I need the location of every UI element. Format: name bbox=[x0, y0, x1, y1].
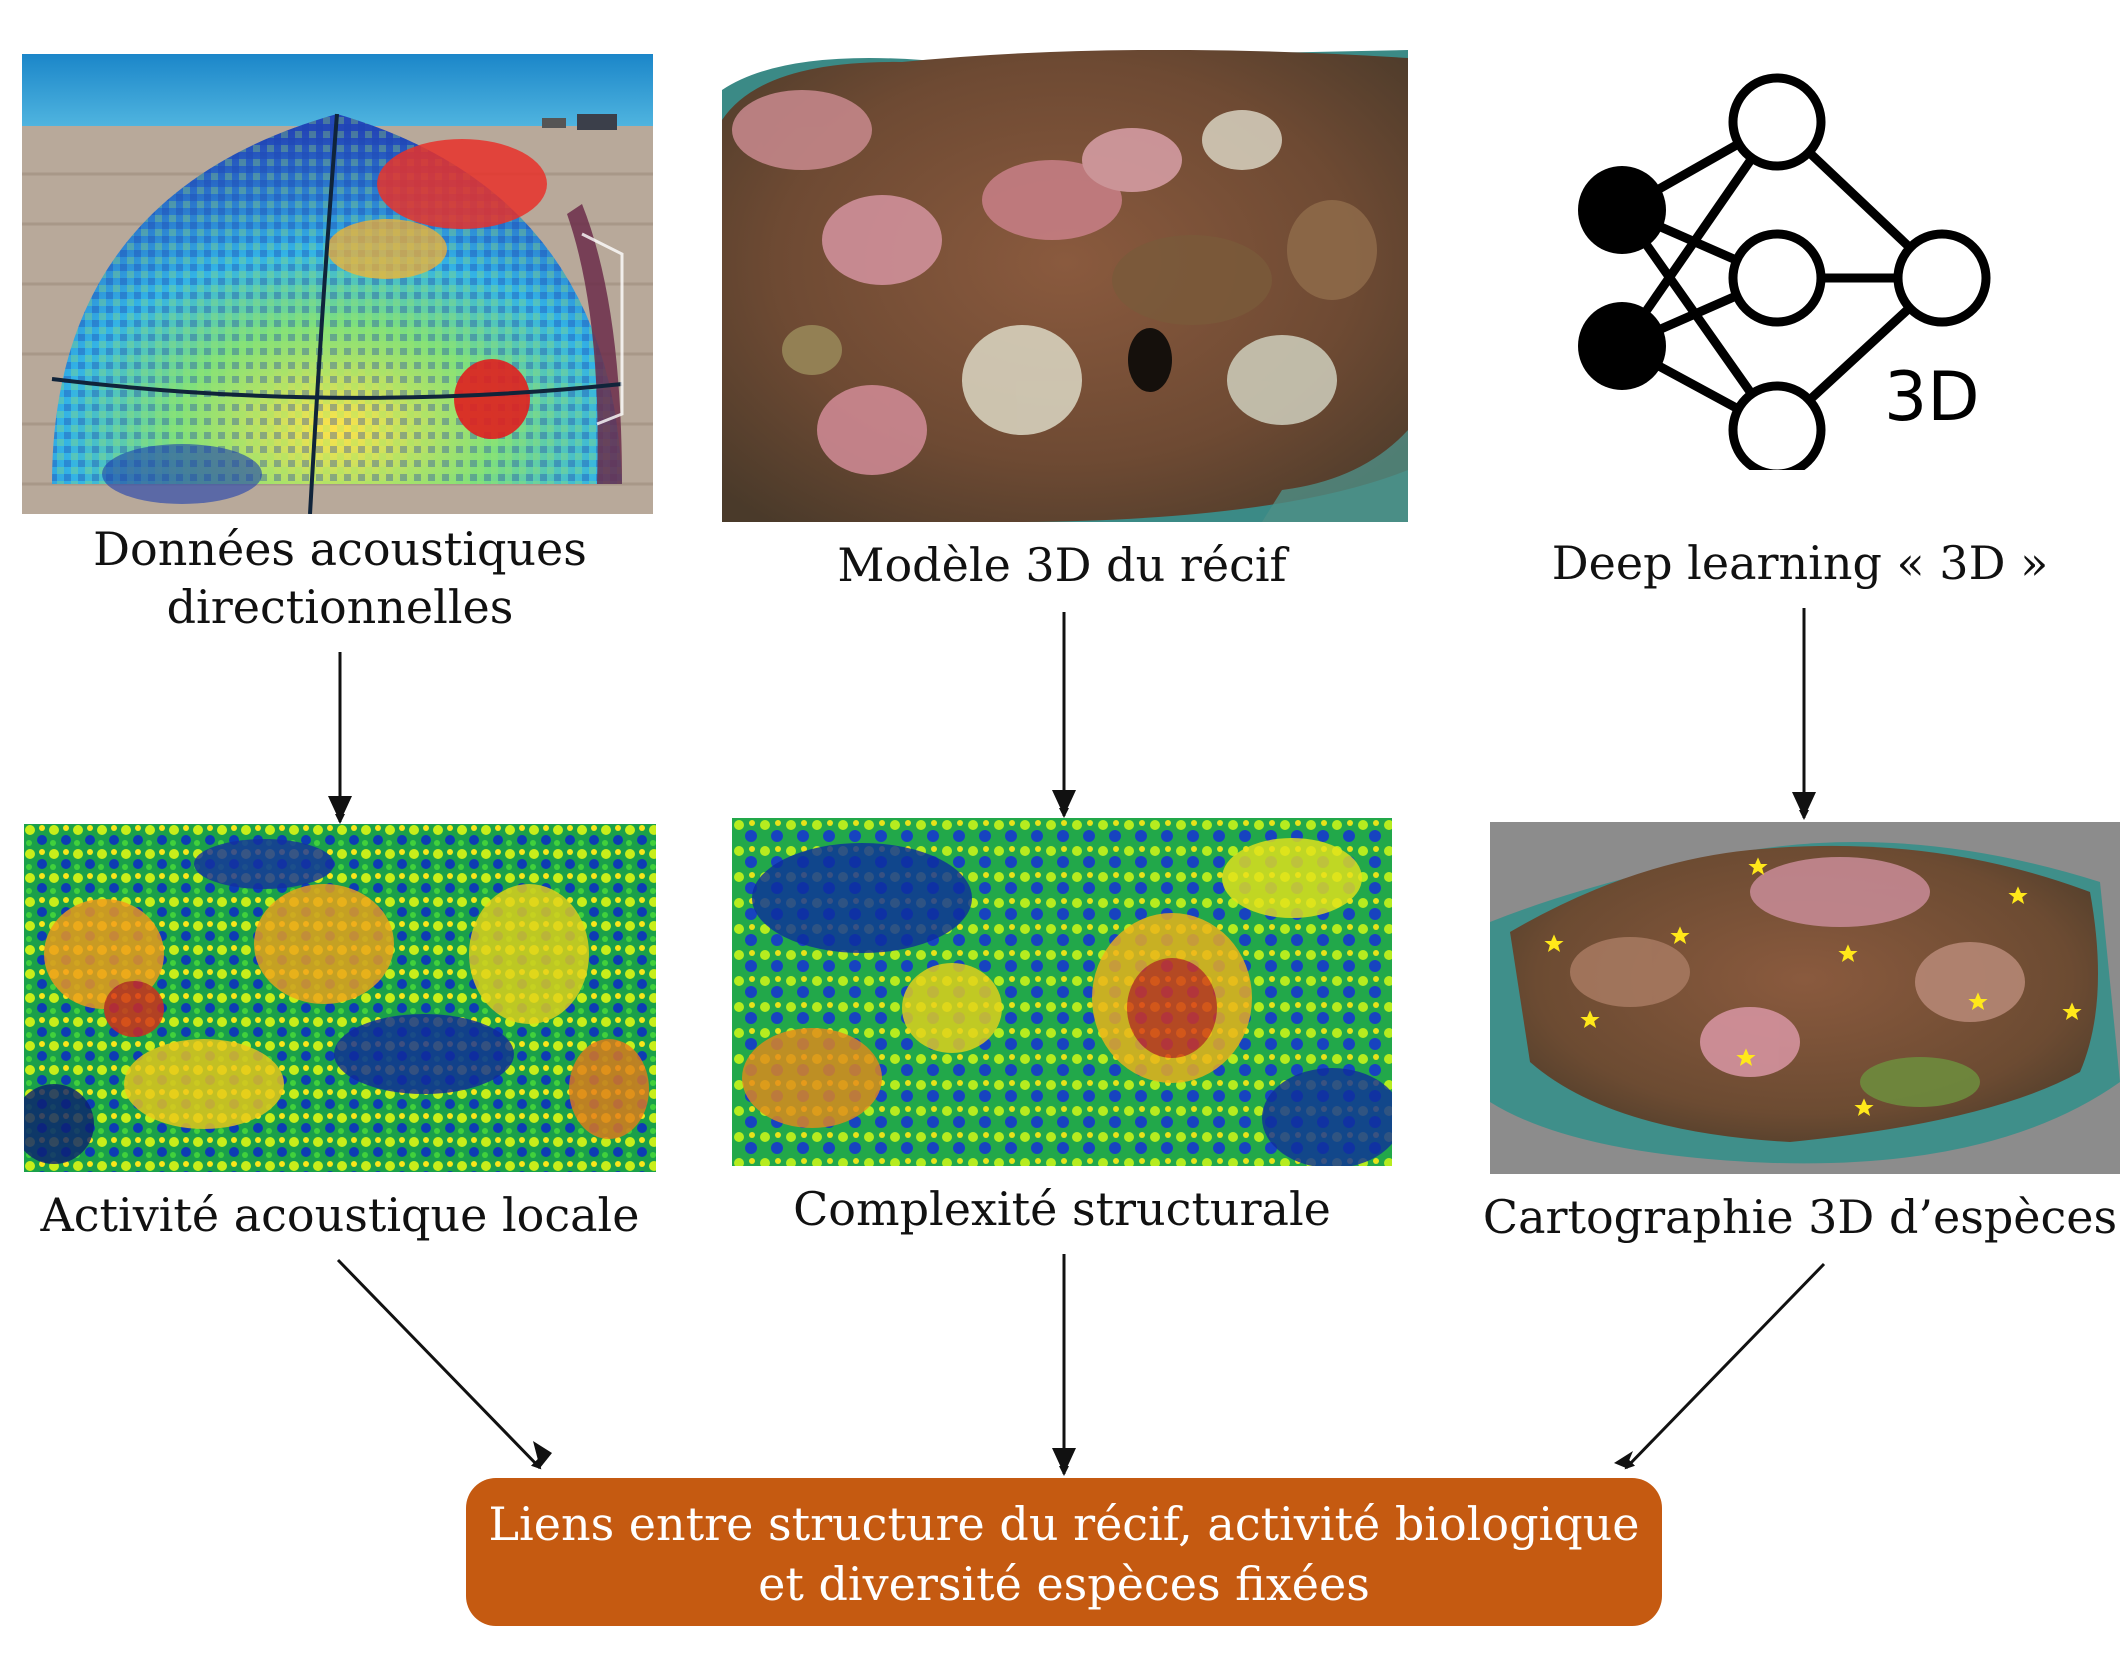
icon-3d-text: 3D bbox=[1884, 358, 1980, 437]
arrow-activity-to-result bbox=[336, 1258, 542, 1470]
label-acoustic-data-line-1: Données acoustiques bbox=[93, 522, 587, 576]
result-box: Liens entre structure du récif, activité… bbox=[466, 1478, 1662, 1626]
species-star-9 bbox=[1736, 1048, 1756, 1066]
species-star-1 bbox=[1748, 857, 1768, 875]
species-star-markers bbox=[1544, 857, 2082, 1116]
label-species-mapping: Cartographie 3D d’espèces bbox=[1480, 1188, 2120, 1246]
label-reef-3d-model: Modèle 3D du récif bbox=[762, 536, 1362, 594]
label-structural-complexity: Complexité structurale bbox=[742, 1180, 1382, 1238]
acoustic-dome-image bbox=[22, 54, 653, 514]
species-mapping-image bbox=[1490, 822, 2120, 1174]
label-species-mapping-text: Cartographie 3D d’espèces bbox=[1482, 1190, 2118, 1244]
label-acoustic-data-line-2: directionnelles bbox=[166, 580, 514, 634]
structural-complexity-image bbox=[732, 818, 1392, 1166]
species-star-10 bbox=[1854, 1098, 1874, 1116]
result-line-2: et diversité espèces fixées bbox=[758, 1557, 1370, 1611]
label-structural-complexity-text: Complexité structurale bbox=[793, 1182, 1331, 1236]
species-star-5 bbox=[1838, 944, 1858, 962]
species-star-6 bbox=[1580, 1010, 1600, 1028]
label-acoustic-data: Données acoustiques directionnelles bbox=[52, 520, 628, 636]
species-star-8 bbox=[2062, 1002, 2082, 1020]
label-deep-learning: Deep learning « 3D » bbox=[1500, 534, 2100, 592]
species-star-2 bbox=[2008, 886, 2028, 904]
label-reef-3d-model-text: Modèle 3D du récif bbox=[837, 538, 1287, 592]
reef-3d-model-image bbox=[722, 50, 1408, 522]
label-deep-learning-text: Deep learning « 3D » bbox=[1551, 536, 2049, 590]
label-local-acoustic-activity-text: Activité acoustique locale bbox=[40, 1188, 640, 1242]
neural-network-icon: 3D bbox=[1570, 70, 2000, 470]
species-star-7 bbox=[1968, 992, 1988, 1010]
species-star-3 bbox=[1544, 934, 1564, 952]
species-star-4 bbox=[1670, 926, 1690, 944]
local-acoustic-activity-image bbox=[24, 824, 656, 1172]
arrow-mapping-to-result bbox=[1624, 1262, 1826, 1470]
result-line-1: Liens entre structure du récif, activité… bbox=[488, 1497, 1640, 1551]
label-local-acoustic-activity: Activité acoustique locale bbox=[20, 1186, 660, 1244]
